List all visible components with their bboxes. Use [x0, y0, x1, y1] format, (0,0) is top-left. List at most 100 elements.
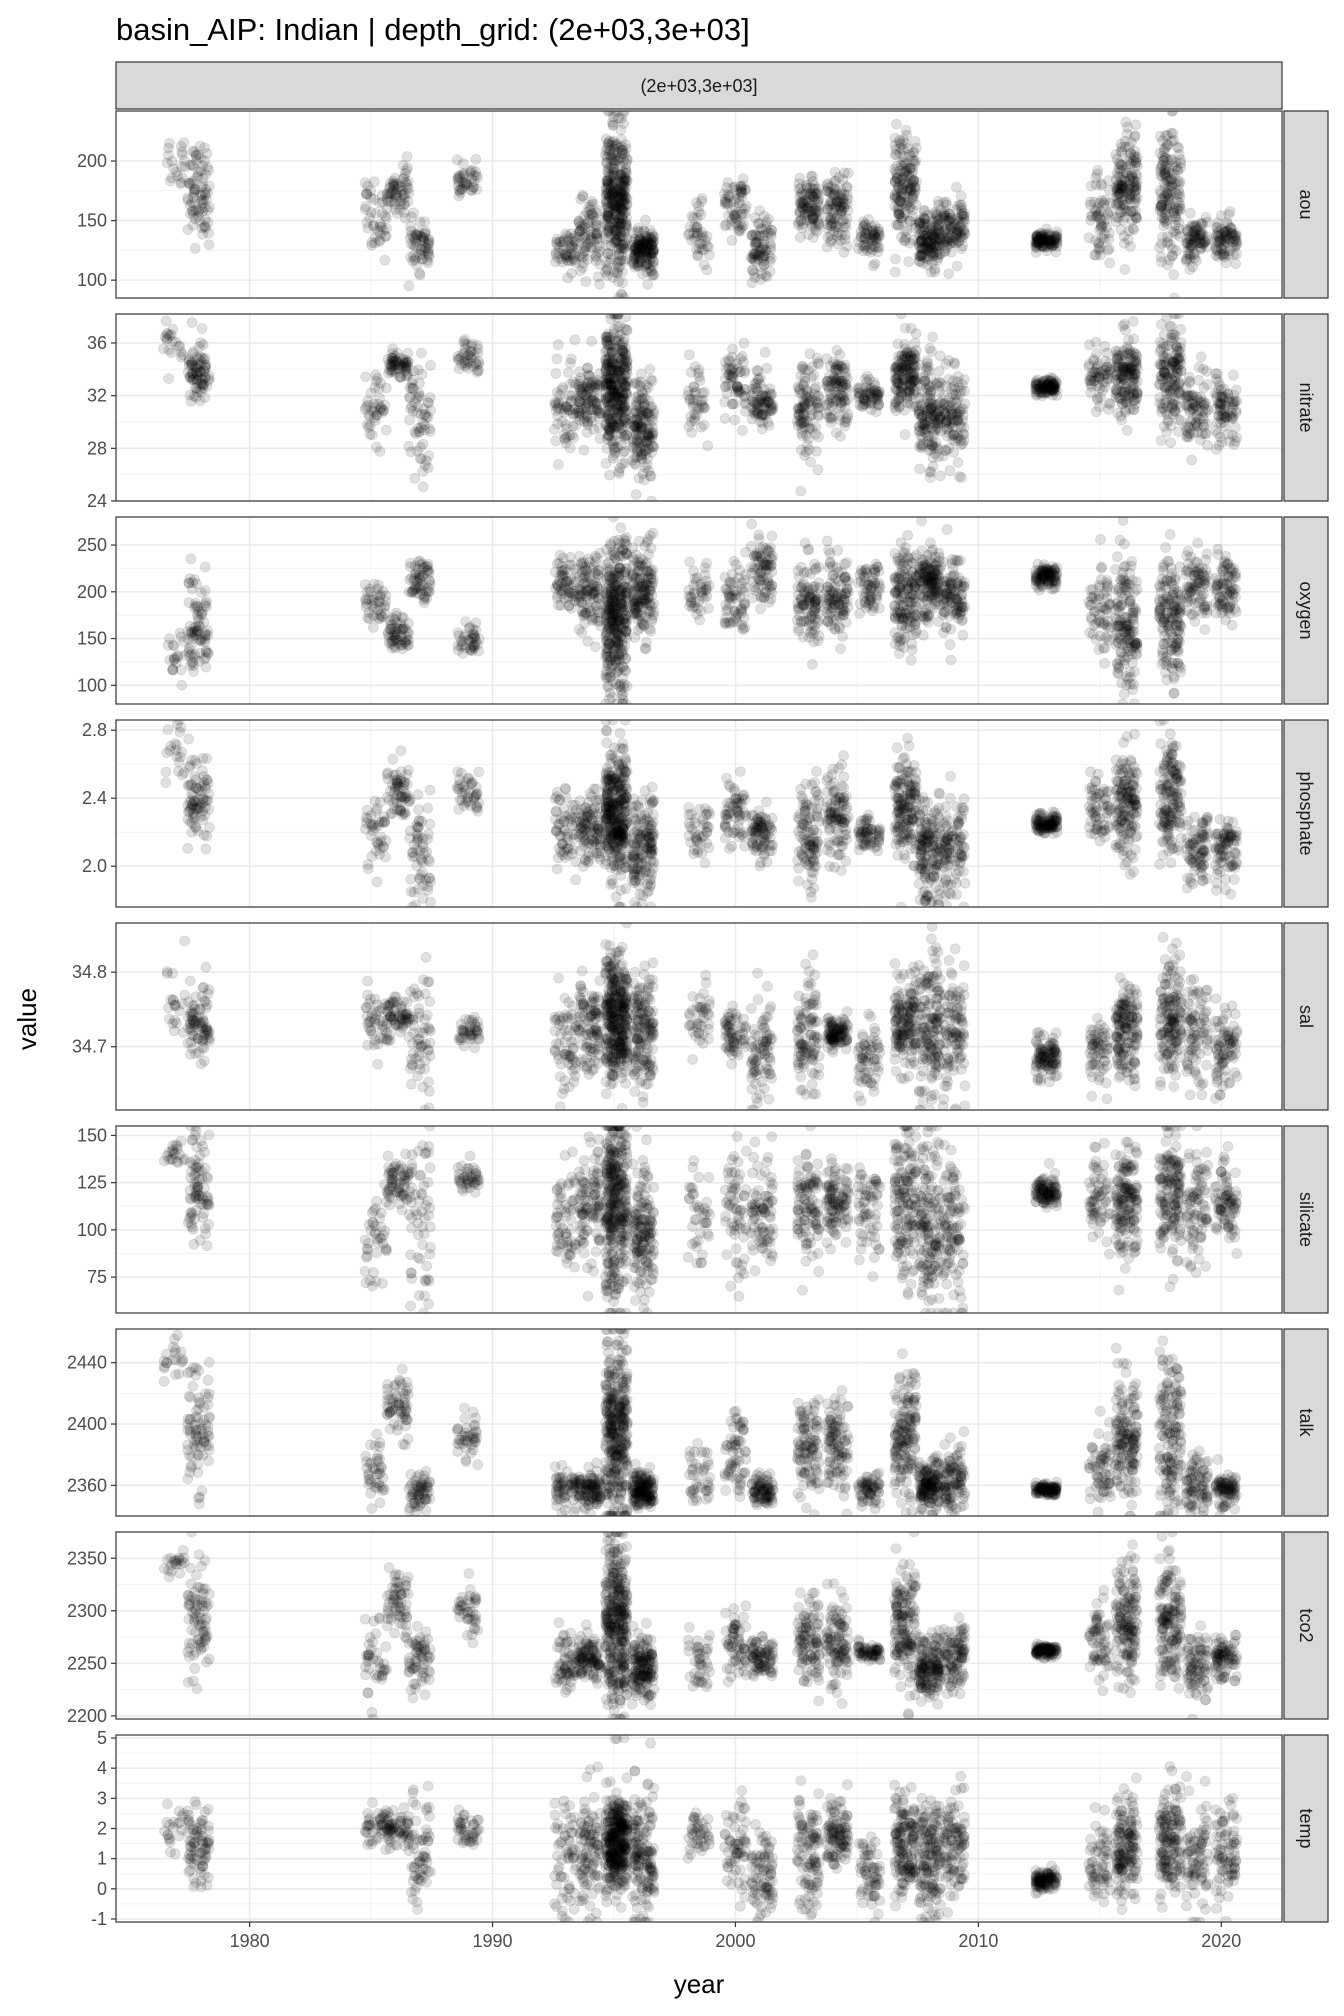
data-point: [1159, 397, 1171, 409]
data-point: [612, 185, 624, 197]
data-point: [602, 212, 614, 224]
data-point: [380, 213, 392, 224]
data-point: [1190, 224, 1202, 236]
data-point: [381, 192, 393, 204]
data-point: [608, 185, 620, 197]
data-point: [202, 187, 213, 199]
data-point: [399, 167, 411, 179]
data-point: [614, 195, 625, 206]
data-point: [951, 181, 962, 193]
data-point: [391, 178, 403, 190]
data-point: [935, 470, 946, 482]
data-point: [607, 116, 618, 128]
data-point: [360, 188, 372, 199]
data-point: [406, 230, 418, 241]
data-point: [617, 197, 629, 209]
data-point: [608, 199, 619, 211]
data-point: [805, 170, 817, 182]
data-point: [601, 133, 612, 145]
data-point: [179, 161, 191, 173]
data-point: [381, 194, 393, 206]
data-point: [603, 225, 614, 237]
data-point: [610, 435, 621, 447]
data-point: [613, 217, 625, 229]
data-point: [405, 211, 417, 223]
data-point: [1187, 239, 1199, 251]
panel-strip-label: nitrate: [1296, 382, 1316, 432]
data-point: [793, 183, 805, 195]
data-point: [612, 231, 624, 243]
data-point: [607, 225, 619, 237]
data-point: [176, 161, 187, 173]
data-point: [822, 203, 834, 215]
data-point: [759, 346, 771, 358]
data-point: [583, 201, 595, 213]
data-point: [615, 239, 626, 251]
data-point: [619, 238, 631, 249]
data-point: [453, 184, 465, 196]
data-point: [610, 188, 622, 200]
data-point: [941, 414, 953, 426]
data-point: [608, 214, 620, 225]
data-point: [618, 231, 629, 243]
data-point: [616, 204, 628, 215]
data-point: [409, 472, 421, 484]
data-point: [1191, 255, 1202, 266]
data-point: [806, 220, 818, 232]
data-point: [399, 198, 411, 210]
data-point: [405, 225, 417, 237]
data-point: [737, 424, 748, 436]
data-point: [831, 344, 843, 356]
data-point: [612, 200, 623, 212]
data-point: [607, 176, 618, 188]
data-point: [196, 222, 208, 234]
data-point: [399, 176, 411, 188]
data-point: [564, 378, 576, 390]
data-point: [612, 191, 624, 203]
data-point: [359, 177, 371, 189]
data-point: [419, 227, 431, 239]
data-point: [616, 179, 628, 191]
data-point: [619, 185, 630, 197]
data-point: [621, 153, 633, 165]
data-point: [1213, 237, 1225, 249]
data-point: [418, 232, 430, 244]
data-point: [465, 165, 477, 177]
data-point: [468, 175, 480, 187]
data-point: [551, 238, 563, 250]
data-point: [577, 262, 589, 274]
data-point: [550, 368, 562, 379]
data-point: [616, 172, 628, 184]
data-point: [574, 225, 586, 237]
data-point: [810, 428, 822, 440]
data-point: [608, 197, 619, 209]
data-point: [570, 236, 581, 248]
data-point: [619, 174, 631, 186]
data-point: [604, 191, 615, 203]
data-point: [602, 210, 614, 222]
data-point: [604, 211, 615, 222]
data-point: [458, 180, 470, 192]
data-point: [607, 200, 619, 212]
data-point: [158, 343, 169, 355]
data-point: [737, 180, 749, 191]
data-point: [608, 163, 619, 174]
data-point: [611, 183, 622, 195]
data-point: [615, 186, 627, 198]
data-point: [1114, 171, 1126, 183]
data-point: [588, 423, 600, 435]
data-point: [899, 429, 911, 440]
data-point: [184, 208, 196, 220]
data-point: [199, 561, 211, 573]
data-point: [1127, 172, 1139, 184]
data-point: [590, 215, 602, 227]
data-point: [903, 256, 914, 268]
data-point: [189, 183, 201, 195]
data-point: [610, 200, 622, 212]
data-point: [182, 194, 194, 206]
data-point: [617, 144, 629, 156]
data-point: [161, 157, 173, 169]
data-point: [373, 383, 385, 394]
data-point: [163, 149, 174, 161]
data-point: [418, 236, 430, 248]
